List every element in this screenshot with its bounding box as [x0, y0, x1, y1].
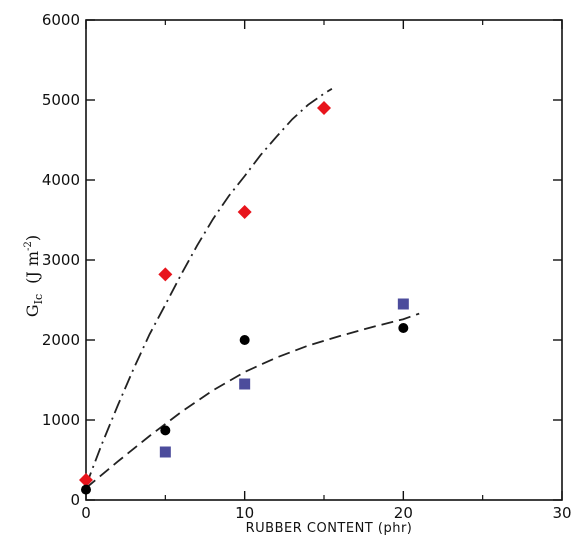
y-tick-label: 2000 — [42, 331, 80, 349]
plot-frame — [85, 19, 563, 501]
x-axis-title: RUBBER CONTENT (phr) — [246, 521, 413, 536]
diamond-point — [317, 101, 331, 115]
square-point — [239, 378, 251, 390]
y-tick-label: 5000 — [42, 91, 80, 109]
y-axis-title-units: (J m — [23, 251, 42, 284]
y-tick-label: 1000 — [42, 411, 80, 429]
circle-point — [239, 335, 250, 345]
y-tick-label: 0 — [70, 491, 80, 509]
x-tick-label: 30 — [552, 504, 571, 522]
circle-point — [160, 425, 171, 436]
y-axis-title-text: GIc (J m-2) — [23, 235, 45, 317]
diamond-point — [158, 267, 173, 282]
y-axis-title-sub: Ic — [32, 294, 45, 305]
y-tick-label: 6000 — [42, 11, 80, 29]
x-tick-label: 10 — [235, 504, 254, 522]
square-point — [397, 298, 409, 310]
x-tick-label: 0 — [81, 504, 91, 522]
diamond-point — [237, 205, 252, 219]
dash-dot-fit-line — [85, 88, 333, 486]
dashed-fit-line — [85, 312, 420, 489]
y-axis-title: GIc (J m-2) — [23, 235, 45, 317]
x-tick-label: 20 — [394, 504, 413, 522]
square-point — [159, 446, 171, 458]
circle-point — [81, 484, 91, 495]
y-axis-title-units-close: ) — [23, 235, 42, 241]
y-tick-label: 3000 — [42, 251, 80, 269]
y-axis-title-main: G — [23, 304, 42, 317]
circle-point — [398, 323, 409, 333]
y-tick-label: 4000 — [42, 171, 80, 189]
diamond-point — [79, 473, 93, 487]
y-axis-title-units-sup: -2 — [23, 241, 34, 251]
